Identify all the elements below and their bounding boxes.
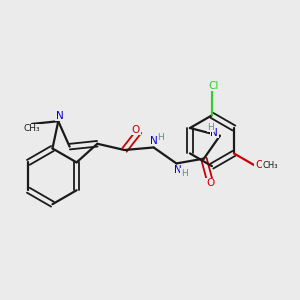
Text: H: H: [157, 133, 164, 142]
Text: H: H: [181, 169, 188, 178]
Text: Cl: Cl: [208, 81, 219, 91]
Text: O: O: [255, 160, 263, 170]
Text: CH₃: CH₃: [263, 161, 278, 170]
Text: O: O: [132, 125, 140, 135]
Text: N: N: [56, 111, 64, 121]
Text: CH₃: CH₃: [24, 124, 40, 133]
Text: O: O: [206, 178, 214, 188]
Text: N: N: [174, 165, 182, 175]
Text: N: N: [210, 128, 218, 138]
Text: N: N: [150, 136, 158, 146]
Text: H: H: [207, 123, 214, 132]
